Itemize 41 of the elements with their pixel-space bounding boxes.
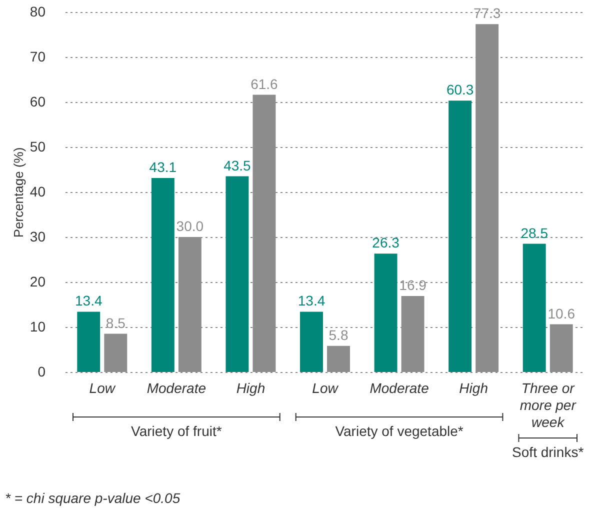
- x-tick-label: High: [459, 380, 488, 396]
- y-tick-label: 10: [30, 318, 46, 334]
- data-label: 77.3: [473, 5, 501, 22]
- y-axis-title: Percentage (%): [10, 147, 26, 238]
- x-tick-label: Moderate: [370, 380, 430, 396]
- x-tick-label: Moderate: [146, 380, 206, 396]
- bar: [151, 178, 174, 372]
- data-label: 60.3: [446, 82, 474, 98]
- data-label: 30.0: [176, 218, 204, 234]
- y-tick-label: 50: [30, 138, 46, 154]
- text: Soft drinks*: [512, 444, 584, 460]
- y-tick-label: 20: [30, 274, 46, 290]
- text: Variety of vegetable*: [335, 423, 464, 439]
- data-label: 28.5: [520, 224, 548, 241]
- x-tick-label: Three or more per week: [520, 380, 578, 430]
- data-label: 13.4: [75, 292, 102, 309]
- bar: [374, 254, 398, 372]
- bar: [522, 244, 546, 372]
- y-tick-label: 40: [30, 184, 46, 200]
- data-label: 61.6: [250, 76, 278, 92]
- text: * = chi square p-value <0.05: [5, 490, 180, 506]
- bar: [300, 312, 323, 372]
- data-label: 10.6: [548, 305, 576, 322]
- text: Variety of fruit*: [131, 423, 222, 439]
- y-tick-label: 60: [30, 94, 46, 110]
- x-tick-label: High: [236, 380, 266, 396]
- y-tick-label: 70: [30, 48, 46, 64]
- bar: [226, 176, 249, 372]
- y-tick-label: 80: [30, 4, 46, 20]
- data-label: 16.9: [399, 276, 427, 293]
- x-tick-label: Low: [312, 380, 339, 396]
- data-label: 5.8: [328, 326, 348, 343]
- bar: [77, 312, 100, 372]
- data-label: 43.1: [149, 159, 177, 176]
- data-label: 26.3: [372, 234, 400, 251]
- data-label: 13.4: [298, 292, 326, 309]
- y-tick-label: 30: [30, 228, 46, 244]
- bar: [448, 100, 472, 372]
- data-label: 43.5: [224, 157, 252, 174]
- x-tick-label: Low: [89, 380, 116, 396]
- y-tick-label: 0: [38, 364, 46, 380]
